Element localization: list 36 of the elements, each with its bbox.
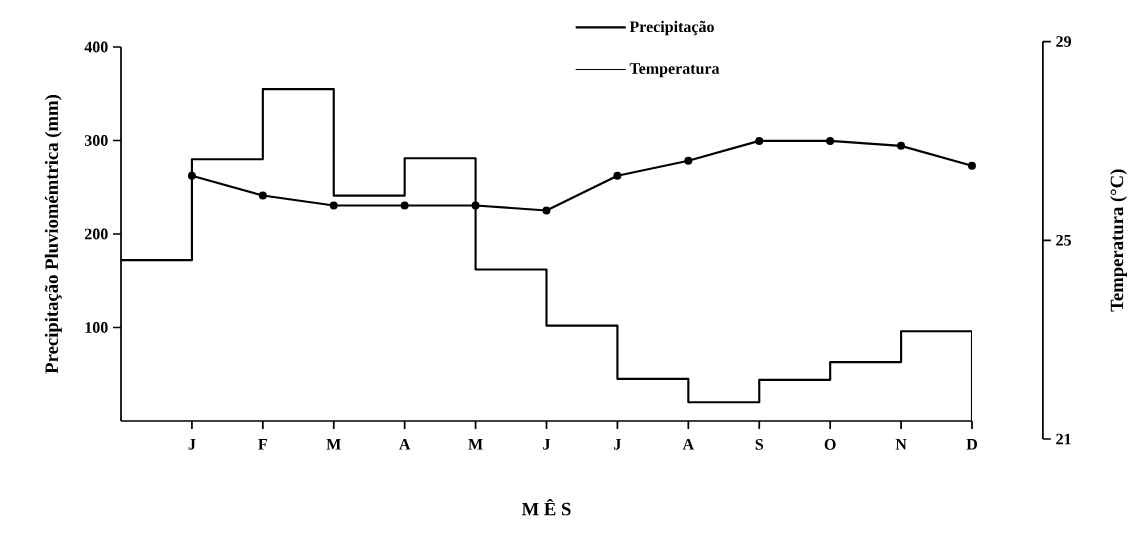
x-tick-label: A: [399, 439, 411, 450]
point: [826, 136, 835, 145]
x-tick-label: D: [966, 439, 977, 450]
x-tick-label: N: [895, 439, 907, 450]
x-axis-title: M Ê S: [521, 498, 571, 516]
point: [613, 171, 622, 180]
y2-tick-label: 25: [1056, 234, 1071, 246]
point: [755, 136, 764, 145]
x-tick-label: S: [755, 439, 764, 450]
x-tick-label: M: [468, 439, 483, 450]
point: [684, 156, 693, 165]
y-tick-label: 200: [84, 228, 108, 240]
point: [187, 171, 196, 180]
y-tick-label: 100: [85, 322, 108, 333]
x-tick-label: J: [543, 439, 551, 450]
y2-tick-label: 21: [1056, 433, 1071, 445]
y2-tick-label: 29: [1056, 36, 1072, 47]
point: [471, 201, 480, 210]
x-tick-label: A: [682, 439, 694, 450]
point: [329, 201, 338, 210]
x-tick-label: O: [824, 439, 836, 450]
point: [542, 206, 551, 215]
x-tick-label: F: [258, 439, 267, 450]
point: [967, 161, 976, 170]
y2-axis-title: Temperatura (°C): [1110, 169, 1127, 312]
point: [258, 191, 267, 200]
point: [400, 201, 409, 210]
y-tick-label: 400: [84, 41, 108, 53]
y-tick-label: 300: [84, 135, 108, 146]
x-tick-label: J: [614, 439, 621, 450]
legend-label: Temperatura: [629, 63, 720, 78]
x-tick-label: M: [326, 439, 341, 450]
legend-label: Precipitação: [629, 20, 714, 36]
x-tick-label: J: [188, 439, 196, 450]
y-axis-title: Precipitação Pluviomémtrica (mm): [44, 95, 62, 374]
point: [897, 141, 906, 150]
